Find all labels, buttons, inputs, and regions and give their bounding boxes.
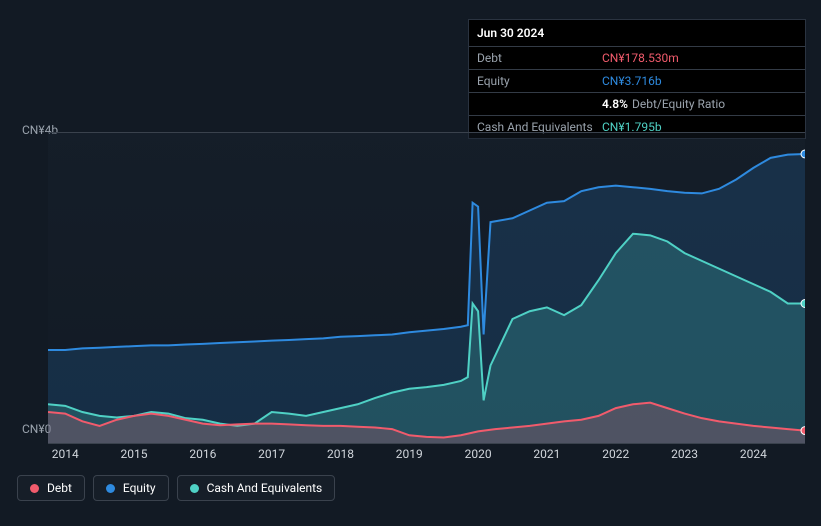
tooltip-ratio-spacer [477, 97, 602, 111]
tooltip-debt-label: Debt [477, 51, 602, 65]
x-tick-label: 2019 [396, 447, 423, 461]
tooltip-ratio-value: 4.8% Debt/Equity Ratio [602, 97, 725, 111]
tooltip-debt-value: CN¥178.530m [602, 51, 679, 65]
x-tick-label: 2014 [52, 447, 79, 461]
legend-swatch [190, 484, 199, 493]
legend-item-cash-and-equivalents[interactable]: Cash And Equivalents [177, 475, 336, 501]
x-tick-label: 2020 [465, 447, 492, 461]
legend-item-equity[interactable]: Equity [93, 475, 169, 501]
x-axis-labels: 2014 2015 2016 2017 2018 2019 2020 2021 2022 2023… [48, 447, 805, 465]
tooltip-row-debt: Debt CN¥178.530m [469, 46, 805, 69]
chart-plot-area[interactable] [48, 132, 805, 444]
x-tick-label: 2021 [533, 447, 560, 461]
legend-item-debt[interactable]: Debt [17, 475, 85, 501]
x-tick-label: 2017 [258, 447, 285, 461]
x-tick-label: 2022 [602, 447, 629, 461]
legend-label: Cash And Equivalents [207, 481, 323, 495]
debt-equity-chart: CN¥4b CN¥0 20142015201620172018201920202… [17, 120, 805, 500]
legend-swatch [106, 484, 115, 493]
x-tick-label: 2018 [327, 447, 354, 461]
x-tick-label: 2023 [671, 447, 698, 461]
x-tick-label: 2015 [121, 447, 148, 461]
chart-legend: Debt Equity Cash And Equivalents [17, 475, 335, 501]
chart-svg [48, 133, 805, 443]
legend-swatch [30, 484, 39, 493]
tooltip-equity-value: CN¥3.716b [602, 74, 662, 88]
x-tick-label: 2024 [740, 447, 767, 461]
tooltip-ratio-pct: 4.8% [602, 97, 628, 111]
x-tick-label: 2016 [189, 447, 216, 461]
legend-label: Debt [47, 481, 72, 495]
tooltip-ratio-label: Debt/Equity Ratio [632, 97, 725, 111]
tooltip-row-equity: Equity CN¥3.716b [469, 69, 805, 92]
tooltip-row-ratio: 4.8% Debt/Equity Ratio [469, 92, 805, 115]
y-axis-min-label: CN¥0 [22, 422, 51, 436]
tooltip-date: Jun 30 2024 [469, 20, 805, 46]
tooltip-equity-label: Equity [477, 74, 602, 88]
legend-label: Equity [123, 481, 156, 495]
